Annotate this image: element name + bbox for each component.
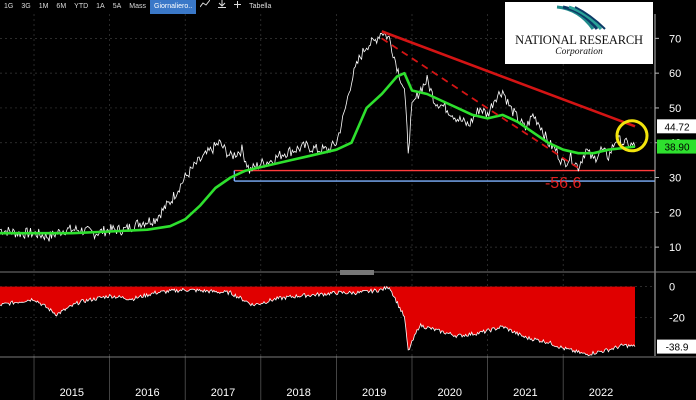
x-tick-label: 2019 — [362, 387, 386, 399]
range-1m-button[interactable]: 1M — [38, 3, 49, 10]
logo-name: NATIONAL RESEARCH — [515, 33, 643, 47]
drawdown-panel — [0, 285, 636, 357]
value-tag-label: 38.90 — [664, 143, 689, 154]
range-5y-button[interactable]: 5A — [112, 3, 122, 10]
add-icon[interactable] — [230, 0, 245, 14]
price-panel: -56.6 — [0, 30, 655, 242]
range-ytd-button[interactable]: YTD — [74, 3, 89, 10]
y-tick-label: 20 — [669, 207, 681, 219]
drawdown-line — [0, 285, 636, 357]
table-button[interactable]: Tabella — [249, 3, 272, 10]
y-tick-label: 70 — [669, 33, 681, 45]
trendline-dashed — [381, 37, 583, 172]
annotation-drawdown: -56.6 — [545, 175, 582, 192]
value-tag-bg — [657, 119, 696, 134]
trendline-resistance — [381, 30, 636, 128]
range-1y-button[interactable]: 1A — [96, 3, 105, 10]
value-tag-label: 44.72 — [664, 122, 689, 133]
y-tick-label-sub: 0 — [669, 282, 675, 294]
axes: 1020304050607020152016201720182019202020… — [0, 14, 696, 400]
y-tick-label: 10 — [669, 242, 681, 254]
value-tag-bg — [657, 139, 696, 154]
range-1d-button[interactable]: 1G — [4, 3, 14, 10]
value-tag-bg-sub — [657, 339, 696, 354]
range-6m-button[interactable]: 6M — [56, 3, 67, 10]
x-tick-label: 2022 — [589, 387, 613, 399]
moving-average-line — [0, 71, 636, 235]
logo-mark-icon — [505, 5, 653, 31]
x-tick-label: 2017 — [211, 387, 235, 399]
x-tick-label: 2020 — [438, 387, 462, 399]
y-tick-label: 60 — [669, 68, 681, 80]
logo-subtitle: Corporation — [555, 47, 603, 57]
panel-resize-handle — [340, 270, 374, 275]
y-tick-label: 30 — [669, 173, 681, 185]
drawdown-area — [0, 286, 635, 356]
line-chart-icon[interactable] — [196, 0, 214, 14]
y-tick-label: 50 — [669, 103, 681, 115]
download-icon[interactable] — [214, 0, 230, 14]
range-3d-button[interactable]: 3G — [21, 3, 31, 10]
value-tag-label-sub: -38.9 — [666, 343, 689, 354]
x-tick-label: 2021 — [513, 387, 537, 399]
x-tick-label: 2015 — [60, 387, 84, 399]
x-tick-label: 2016 — [135, 387, 159, 399]
x-tick-label: 2018 — [286, 387, 310, 399]
y-tick-label-sub: -20 — [669, 312, 685, 324]
range-max-button[interactable]: Mass — [129, 3, 147, 10]
highlight-circle — [615, 119, 649, 153]
frequency-daily-select[interactable]: Giornaliero.. — [150, 0, 197, 14]
company-logo: NATIONAL RESEARCH Corporation — [505, 2, 653, 64]
